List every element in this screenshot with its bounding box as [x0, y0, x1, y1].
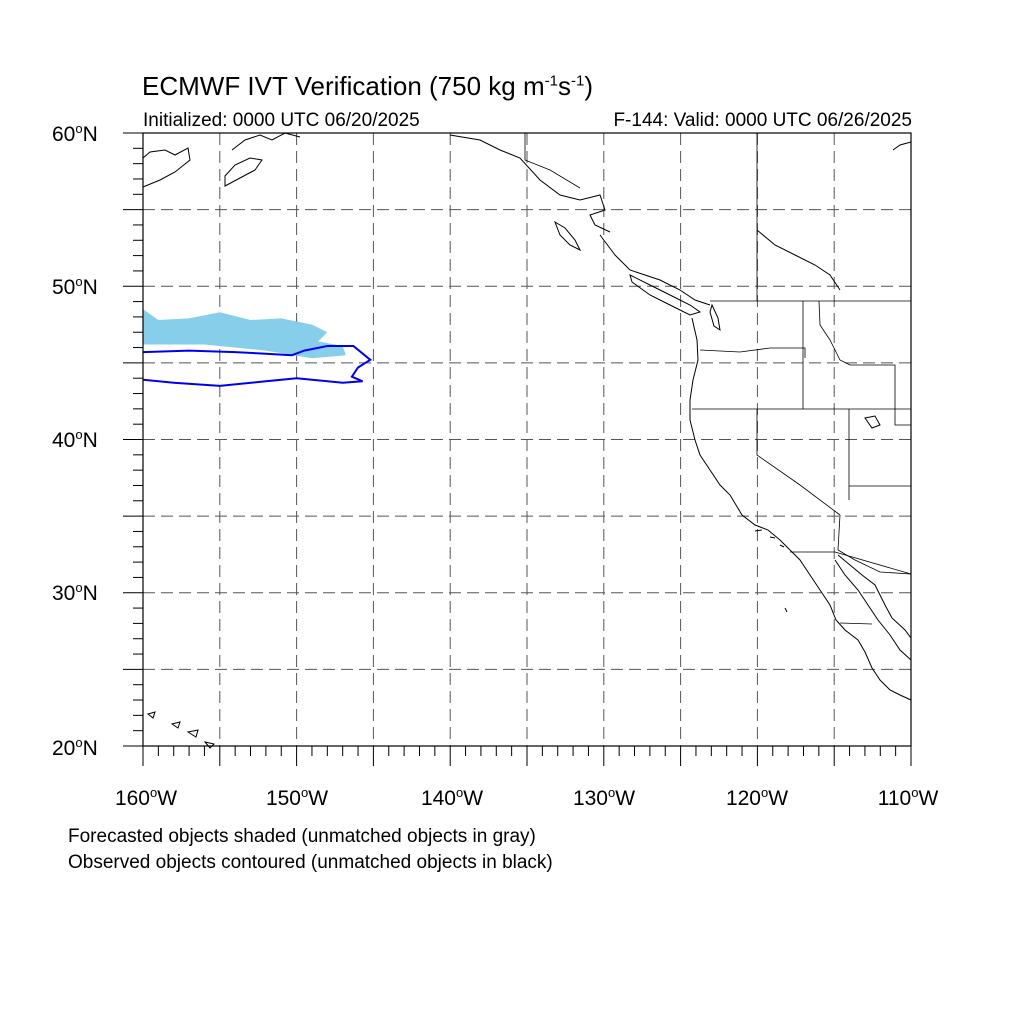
california-nevada-border [756, 409, 841, 516]
forecast-object-shaded [143, 309, 346, 359]
lat-label-40n: 40oN [52, 427, 98, 452]
footer-observed-note: Observed objects contoured (unmatched ob… [68, 852, 553, 873]
coastlines [142, 132, 912, 749]
lon-label-150w: 150oW [265, 785, 329, 810]
great-salt-lake [864, 415, 881, 429]
political-borders [524, 133, 912, 625]
alaska-peninsula-coast [142, 147, 191, 188]
baja-east-coast [834, 559, 912, 661]
hawaii-island-3 [186, 729, 199, 738]
idaho-wyoming-border [850, 364, 911, 426]
arizona-border [837, 514, 912, 575]
lon-label-120w: 120oW [725, 785, 789, 810]
valid-time: F-144: Valid: 0000 UTC 06/26/2025 [613, 110, 912, 131]
us-mexico-border [790, 551, 912, 575]
hawaii-island-4 [203, 741, 215, 749]
lat-label-20n: 20oN [52, 735, 98, 760]
kodiak-coast [224, 157, 263, 187]
puget-sound-coast [709, 303, 721, 332]
channel-islands [754, 529, 785, 548]
lon-label-160w: 160oW [114, 785, 178, 810]
baja-state-border [839, 622, 873, 625]
mexico-mainland-coast [837, 554, 912, 639]
canada-coast-topright [892, 141, 912, 151]
southeast-alaska-coast [449, 134, 611, 233]
bc-coast [599, 234, 711, 306]
idaho-montana-border [818, 300, 851, 366]
hawaii-island-2 [170, 721, 181, 729]
observed-object-contour [142, 345, 373, 387]
washington-oregon-border [699, 347, 806, 358]
alaska-south-coast [231, 132, 301, 151]
lon-label-130w: 130oW [572, 785, 636, 810]
axis-ticks [123, 132, 912, 766]
vancouver-island-coast [629, 274, 702, 316]
bc-islands-coast [554, 220, 582, 252]
us-west-coast [689, 317, 791, 551]
map-title: ECMWF IVT Verification (750 kg m-1s-1) [142, 71, 593, 101]
lat-label-50n: 50oN [52, 274, 98, 299]
lat-label-60n: 60oN [52, 121, 98, 146]
hawaii-island-1 [146, 711, 156, 719]
lat-label-30n: 30oN [52, 580, 98, 605]
initialized-time: Initialized: 0000 UTC 06/20/2025 [143, 110, 420, 131]
lon-label-140w: 140oW [420, 785, 484, 810]
hudson-bay-area-coast [756, 229, 841, 291]
lon-label-110w: 110oW [877, 785, 939, 810]
lat-lon-grid [143, 133, 911, 746]
map-frame [142, 132, 912, 747]
guadalupe-island [784, 607, 788, 613]
footer-forecast-note: Forecasted objects shaded (unmatched obj… [68, 826, 536, 847]
alaska-canada-border [524, 133, 581, 189]
baja-west-coast [789, 549, 912, 701]
